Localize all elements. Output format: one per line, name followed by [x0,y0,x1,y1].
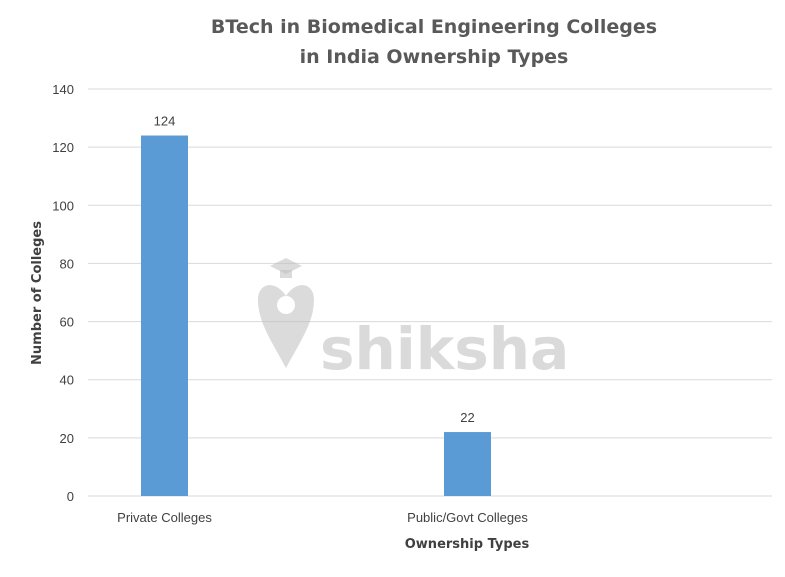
bars: 124 Private Colleges 22 Public/Govt College… [117,114,528,525]
y-axis-title: Number of Colleges [30,221,45,365]
y-axis-ticks: 0 20 40 60 80 100 120 140 [52,82,74,504]
y-tick-label: 40 [60,373,74,388]
chart-title-line-1: BTech in Biomedical Engineering Colleges [211,16,657,38]
x-axis-title: Ownership Types [405,537,530,552]
x-category-label: Public/Govt Colleges [407,510,528,525]
watermark: shiksha [258,258,569,383]
y-tick-label: 20 [60,431,74,446]
gridlines [88,88,772,497]
y-tick-label: 80 [60,256,74,271]
bar-private-colleges [141,135,188,496]
watermark-logo-icon [258,258,314,368]
data-label: 124 [154,114,176,129]
y-tick-label: 140 [52,82,74,97]
chart-title-line-2: in India Ownership Types [300,46,569,68]
watermark-text: shiksha [320,315,569,383]
data-label: 22 [460,410,474,425]
y-tick-label: 100 [52,198,74,213]
y-tick-label: 60 [60,315,74,330]
y-tick-label: 120 [52,140,74,155]
bar-public-govt-colleges [444,432,491,496]
x-category-label: Private Colleges [117,510,212,525]
y-tick-label: 0 [67,489,74,504]
